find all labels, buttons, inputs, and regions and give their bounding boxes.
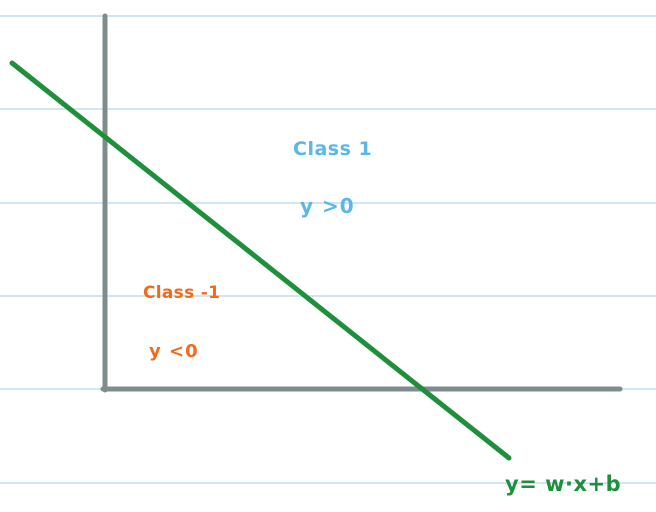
class-minus-1-condition: y <0 (149, 341, 199, 362)
ruled-line (0, 15, 656, 17)
class-1-condition: y >0 (300, 194, 355, 218)
decision-boundary-line (9, 60, 512, 461)
class-1-label: Class 1 (293, 138, 373, 160)
boundary-equation: y= w·x+b (505, 472, 622, 496)
class-minus-1-label: Class -1 (143, 283, 221, 303)
ruled-line (0, 295, 656, 297)
ruled-line (0, 482, 656, 484)
ruled-line (0, 202, 656, 204)
ruled-line (0, 108, 656, 110)
